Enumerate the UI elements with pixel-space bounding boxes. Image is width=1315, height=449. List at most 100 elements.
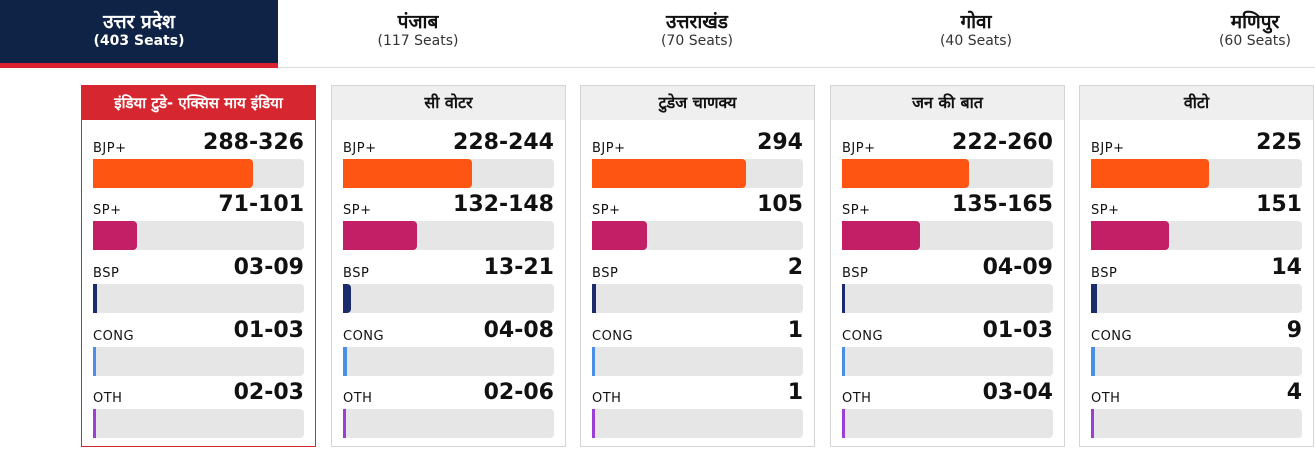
tab-uttar-pradesh[interactable]: उत्तर प्रदेश (403 Seats) <box>0 0 278 68</box>
poll-card-india-today-axis[interactable]: इंडिया टुडे- एक्सिस माय इंडिया BJP+ 288-3… <box>81 85 316 447</box>
poll-card-title: जन की बात <box>831 86 1064 120</box>
party-row-cong: CONG 04-08 <box>343 313 554 376</box>
party-row-cong: CONG 01-03 <box>842 313 1053 376</box>
tab-name: उत्तर प्रदेश <box>103 11 175 33</box>
state-tabs: उत्तर प्रदेश (403 Seats) पंजाब (117 Seat… <box>0 0 1315 68</box>
tab-name: गोवा <box>960 11 992 33</box>
seat-bar-fill <box>343 221 417 250</box>
party-label: SP+ <box>1091 203 1120 218</box>
party-seat-value: 222-260 <box>952 130 1053 155</box>
party-row-bjp: BJP+ 228-244 <box>343 125 554 188</box>
party-seat-value: 135-165 <box>952 192 1053 217</box>
tab-manipur[interactable]: मणिपुर (60 Seats) <box>1195 0 1315 67</box>
seat-bar-fill <box>842 409 845 438</box>
party-seat-value: 01-03 <box>233 318 304 343</box>
party-label: OTH <box>343 391 373 406</box>
party-label: CONG <box>1091 329 1133 344</box>
party-seat-value: 71-101 <box>218 192 304 217</box>
party-label: BJP+ <box>592 141 626 156</box>
seat-bar-track <box>343 284 554 313</box>
party-seat-value: 151 <box>1256 192 1302 217</box>
party-row-sp: SP+ 132-148 <box>343 187 554 250</box>
party-label: BSP <box>1091 266 1118 281</box>
party-label: BSP <box>592 266 619 281</box>
tab-name: पंजाब <box>397 11 439 33</box>
seat-bar-track <box>842 409 1053 438</box>
party-seat-value: 4 <box>1286 380 1302 405</box>
seat-bar-fill <box>343 347 347 376</box>
poll-card-veto[interactable]: वीटो BJP+ 225 SP+ 151 BSP 14 CONG 9 OTH 4 <box>1079 85 1314 447</box>
party-label: CONG <box>592 329 634 344</box>
seat-bar-track <box>842 221 1053 250</box>
party-seat-value: 02-06 <box>483 380 554 405</box>
tab-uttarakhand[interactable]: उत्तराखंड (70 Seats) <box>597 0 797 67</box>
party-row-cong: CONG 1 <box>592 313 803 376</box>
seat-bar-fill <box>842 159 969 188</box>
party-row-sp: SP+ 151 <box>1091 187 1302 250</box>
seat-bar-track <box>1091 347 1302 376</box>
seat-bar-fill <box>343 409 346 438</box>
seat-bar-track <box>93 159 304 188</box>
party-row-sp: SP+ 135-165 <box>842 187 1053 250</box>
party-seat-value: 01-03 <box>982 318 1053 343</box>
tab-goa[interactable]: गोवा (40 Seats) <box>876 0 1076 67</box>
seat-bar-track <box>343 409 554 438</box>
party-row-bjp: BJP+ 225 <box>1091 125 1302 188</box>
party-seat-value: 04-09 <box>982 255 1053 280</box>
seat-bar-track <box>592 409 803 438</box>
party-row-bjp: BJP+ 222-260 <box>842 125 1053 188</box>
party-row-bsp: BSP 03-09 <box>93 250 304 313</box>
party-row-cong: CONG 9 <box>1091 313 1302 376</box>
poll-card-todays-chanakya[interactable]: टुडेज चाणक्य BJP+ 294 SP+ 105 BSP 2 CONG 1 O… <box>580 85 815 447</box>
party-label: CONG <box>93 329 135 344</box>
party-seat-value: 13-21 <box>483 255 554 280</box>
party-seat-value: 1 <box>787 380 803 405</box>
party-row-oth: OTH 02-03 <box>93 375 304 438</box>
party-label: CONG <box>842 329 884 344</box>
poll-card-jan-ki-baat[interactable]: जन की बात BJP+ 222-260 SP+ 135-165 BSP 04-0… <box>830 85 1065 447</box>
party-row-oth: OTH 1 <box>592 375 803 438</box>
party-row-bsp: BSP 13-21 <box>343 250 554 313</box>
seat-bar-track <box>93 347 304 376</box>
party-row-bjp: BJP+ 288-326 <box>93 125 304 188</box>
poll-card-c-voter[interactable]: सी वोटर BJP+ 228-244 SP+ 132-148 BSP 13-21 … <box>331 85 566 447</box>
seat-bar-fill <box>842 284 845 313</box>
party-label: CONG <box>343 329 385 344</box>
party-label: BSP <box>842 266 869 281</box>
tab-seats: (40 Seats) <box>939 33 1013 49</box>
seat-bar-fill <box>592 347 595 376</box>
party-label: BSP <box>93 266 120 281</box>
poll-card-title: वीटो <box>1080 86 1313 120</box>
poll-card-title: सी वोटर <box>332 86 565 120</box>
seat-bar-track <box>93 409 304 438</box>
party-seat-value: 294 <box>757 130 803 155</box>
party-seat-value: 02-03 <box>233 380 304 405</box>
party-row-oth: OTH 4 <box>1091 375 1302 438</box>
tab-punjab[interactable]: पंजाब (117 Seats) <box>318 0 518 67</box>
party-row-oth: OTH 02-06 <box>343 375 554 438</box>
seat-bar-track <box>343 347 554 376</box>
party-seat-value: 225 <box>1256 130 1302 155</box>
party-row-oth: OTH 03-04 <box>842 375 1053 438</box>
seat-bar-fill <box>93 221 137 250</box>
seat-bar-track <box>592 284 803 313</box>
seat-bar-track <box>343 221 554 250</box>
seat-bar-fill <box>343 159 472 188</box>
party-label: BJP+ <box>93 141 127 156</box>
party-label: BSP <box>343 266 370 281</box>
seat-bar-fill <box>592 409 595 438</box>
party-label: OTH <box>842 391 872 406</box>
tab-seats: (403 Seats) <box>93 33 185 49</box>
seat-bar-track <box>592 347 803 376</box>
seat-bar-track <box>1091 221 1302 250</box>
poll-card-title: टुडेज चाणक्य <box>581 86 814 120</box>
seat-bar-track <box>592 159 803 188</box>
seat-bar-track <box>842 284 1053 313</box>
party-label: SP+ <box>842 203 871 218</box>
seat-bar-fill <box>93 347 96 376</box>
seat-bar-fill <box>1091 284 1097 313</box>
party-label: BJP+ <box>1091 141 1125 156</box>
party-label: SP+ <box>592 203 621 218</box>
seat-bar-fill <box>592 159 746 188</box>
party-label: OTH <box>1091 391 1121 406</box>
